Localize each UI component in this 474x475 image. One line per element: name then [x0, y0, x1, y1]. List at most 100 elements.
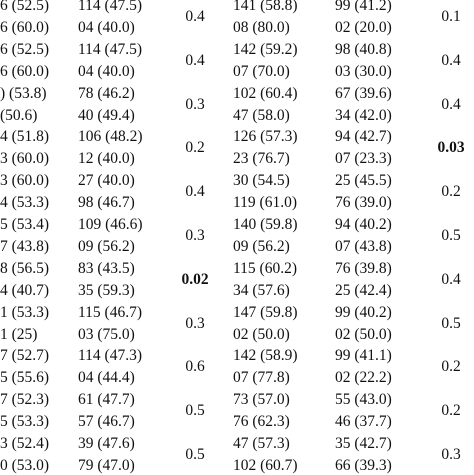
group-b-count-2-cell: 94 (42.7) [335, 128, 392, 146]
group-a-count-2-cell: 106 (48.2) [78, 128, 143, 146]
group-b-count-2-cell: 25 (45.5) [335, 172, 392, 190]
group-b-count-1-cell: 142 (59.2) [233, 40, 298, 58]
group-a-count-2-cell: 04 (44.4) [78, 369, 135, 387]
group-a-count-2-cell: 04 (40.0) [78, 62, 135, 80]
group-b-count-1-cell: 30 (54.5) [233, 172, 290, 190]
group-a-count-1-cell: 0 (53.0) [0, 456, 50, 474]
group-b-count-2-cell: 03 (30.0) [335, 62, 392, 80]
p-value-b-cell: 0.5 [441, 226, 461, 244]
group-a-count-2-cell: 35 (59.3) [78, 281, 135, 299]
p-value-a-cell: 0.5 [185, 402, 205, 420]
group-a-count-1-cell: 5 (55.6) [0, 369, 50, 387]
p-value-a-cell: 0.3 [185, 95, 205, 113]
group-b-count-1-cell: 140 (59.8) [233, 216, 298, 233]
group-a-count-2-cell: 115 (46.7) [78, 303, 142, 321]
group-b-count-1-cell: 141 (58.8) [233, 0, 298, 14]
group-b-count-1-cell: 02 (50.0) [233, 325, 290, 343]
group-a-count-2-cell: 83 (43.5) [78, 259, 135, 277]
group-a-count-1-cell: 4 (40.7) [0, 281, 50, 299]
group-a-count-2-cell: 03 (75.0) [78, 325, 135, 343]
group-a-count-1-cell: 8 (56.5) [0, 259, 50, 277]
p-value-b-cell: 0.3 [441, 445, 461, 463]
group-b-count-2-cell: 25 (42.4) [335, 281, 392, 299]
group-b-count-2-cell: 46 (37.7) [335, 413, 392, 431]
group-a-count-1-cell: 6 (60.0) [0, 18, 50, 36]
group-a-count-1-cell: 4 (51.8) [0, 128, 50, 146]
group-a-count-2-cell: 09 (56.2) [78, 237, 135, 255]
group-b-count-2-cell: 67 (39.6) [335, 84, 392, 102]
group-b-count-2-cell: 98 (40.8) [335, 40, 392, 58]
group-a-count-2-cell: 40 (49.4) [78, 106, 135, 124]
group-b-count-1-cell: 47 (57.3) [233, 435, 290, 452]
group-a-count-1-cell: 6 (60.0) [0, 62, 50, 80]
group-b-count-1-cell: 09 (56.2) [233, 237, 290, 255]
group-b-count-2-cell: 99 (41.1) [335, 347, 392, 365]
p-value-b-cell: 0.03 [437, 139, 465, 157]
p-value-b-cell: 0.4 [441, 95, 461, 113]
group-a-count-1-cell: 1 (53.3) [0, 303, 50, 321]
group-b-count-2-cell: 02 (20.0) [335, 18, 392, 36]
p-value-b-cell: 0.2 [441, 183, 461, 201]
group-b-count-1-cell: 115 (60.2) [233, 259, 297, 277]
group-a-count-1-cell: 3 (60.0) [0, 172, 50, 190]
group-a-count-1-cell: 6 (52.5) [0, 40, 50, 58]
group-b-count-2-cell: 55 (43.0) [335, 391, 392, 409]
group-a-count-2-cell: 04 (40.0) [78, 18, 135, 36]
group-b-count-2-cell: 99 (40.2) [335, 303, 392, 321]
p-value-b-cell: 0.2 [441, 402, 461, 420]
group-a-count-1-cell: 6 (52.5) [0, 0, 50, 14]
p-value-b-cell: 0.1 [441, 7, 461, 25]
group-b-count-1-cell: 47 (58.0) [233, 106, 290, 124]
group-a-count-2-cell: 57 (46.7) [78, 413, 135, 431]
group-a-count-2-cell: 61 (47.7) [78, 391, 135, 409]
group-b-count-2-cell: 07 (23.3) [335, 150, 392, 168]
group-a-count-2-cell: 27 (40.0) [78, 172, 135, 190]
group-b-count-2-cell: 02 (50.0) [335, 325, 392, 343]
p-value-a-cell: 0.4 [185, 7, 205, 25]
group-b-count-1-cell: 102 (60.4) [233, 84, 298, 102]
p-value-a-cell: 0.3 [185, 226, 205, 244]
group-a-count-2-cell: 98 (46.7) [78, 194, 135, 212]
group-a-count-1-cell: 5 (53.4) [0, 216, 50, 233]
group-b-count-2-cell: 34 (42.0) [335, 106, 392, 124]
group-a-count-1-cell: 3 (60.0) [0, 150, 50, 168]
group-a-count-2-cell: 39 (47.6) [78, 435, 135, 452]
p-value-b-cell: 0.4 [441, 51, 461, 69]
p-value-a-cell: 0.6 [185, 358, 205, 376]
p-value-b-cell: 0.4 [441, 270, 461, 288]
group-b-count-2-cell: 02 (22.2) [335, 369, 392, 387]
group-b-count-2-cell: 66 (39.3) [335, 456, 392, 474]
group-b-count-1-cell: 08 (80.0) [233, 18, 290, 36]
group-a-count-1-cell: (50.6) [0, 106, 38, 124]
group-a-count-2-cell: 79 (47.0) [78, 456, 135, 474]
group-a-count-1-cell: 4 (53.3) [0, 194, 50, 212]
group-b-count-1-cell: 147 (59.8) [233, 303, 298, 321]
p-value-a-cell: 0.4 [185, 51, 205, 69]
group-b-count-1-cell: 102 (60.7) [233, 456, 298, 474]
group-a-count-1-cell: 7 (52.3) [0, 391, 50, 409]
group-a-count-2-cell: 114 (47.5) [78, 0, 142, 14]
group-b-count-1-cell: 119 (61.0) [233, 194, 297, 212]
group-b-count-2-cell: 76 (39.8) [335, 259, 392, 277]
group-a-count-1-cell: 1 (25) [0, 325, 38, 343]
group-b-count-1-cell: 76 (62.3) [233, 413, 290, 431]
group-a-count-2-cell: 114 (47.3) [78, 347, 142, 365]
group-b-count-1-cell: 126 (57.3) [233, 128, 298, 146]
group-a-count-1-cell: 7 (52.7) [0, 347, 50, 365]
group-a-count-1-cell: ) (53.8) [0, 84, 47, 102]
group-a-count-1-cell: 5 (53.3) [0, 413, 50, 431]
group-b-count-1-cell: 07 (77.8) [233, 369, 290, 387]
p-value-a-cell: 0.3 [185, 314, 205, 332]
p-value-b-cell: 0.2 [441, 358, 461, 376]
group-b-count-1-cell: 73 (57.0) [233, 391, 290, 409]
group-b-count-1-cell: 142 (58.9) [233, 347, 298, 365]
group-a-count-1-cell: 3 (52.4) [0, 435, 50, 452]
group-b-count-2-cell: 07 (43.8) [335, 237, 392, 255]
group-b-count-1-cell: 34 (57.6) [233, 281, 290, 299]
p-value-a-cell: 0.02 [181, 270, 209, 288]
group-b-count-2-cell: 94 (40.2) [335, 216, 392, 233]
group-b-count-2-cell: 99 (41.2) [335, 0, 392, 14]
group-b-count-1-cell: 23 (76.7) [233, 150, 290, 168]
p-value-b-cell: 0.5 [441, 314, 461, 332]
